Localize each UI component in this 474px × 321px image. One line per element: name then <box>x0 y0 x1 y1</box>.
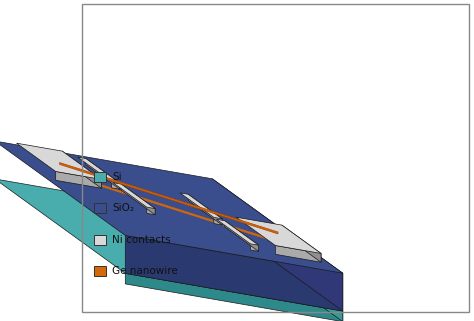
Polygon shape <box>111 182 120 189</box>
Polygon shape <box>188 194 222 225</box>
Text: SiO₂: SiO₂ <box>112 204 134 213</box>
Polygon shape <box>180 193 222 219</box>
Text: Si: Si <box>112 172 122 182</box>
Polygon shape <box>0 141 343 273</box>
Polygon shape <box>78 157 120 183</box>
Polygon shape <box>147 207 155 215</box>
Polygon shape <box>62 151 101 188</box>
Bar <box>94 266 106 276</box>
Text: Ni contacts: Ni contacts <box>112 235 171 245</box>
Polygon shape <box>17 143 101 179</box>
Text: Ge nanowire: Ge nanowire <box>112 266 178 276</box>
Polygon shape <box>282 225 321 262</box>
Polygon shape <box>55 171 101 188</box>
Polygon shape <box>113 183 155 209</box>
Polygon shape <box>212 217 343 321</box>
Polygon shape <box>0 179 343 311</box>
Polygon shape <box>225 221 259 251</box>
Polygon shape <box>60 171 278 243</box>
Polygon shape <box>250 244 259 251</box>
Bar <box>94 172 106 182</box>
Bar <box>94 235 106 245</box>
Polygon shape <box>217 219 259 245</box>
Polygon shape <box>125 273 343 321</box>
Polygon shape <box>125 235 343 311</box>
Bar <box>94 203 106 213</box>
Polygon shape <box>121 184 155 215</box>
Polygon shape <box>86 159 120 189</box>
Polygon shape <box>60 162 278 234</box>
Polygon shape <box>212 179 343 311</box>
Polygon shape <box>214 217 222 225</box>
Polygon shape <box>275 246 321 262</box>
Polygon shape <box>236 217 321 254</box>
